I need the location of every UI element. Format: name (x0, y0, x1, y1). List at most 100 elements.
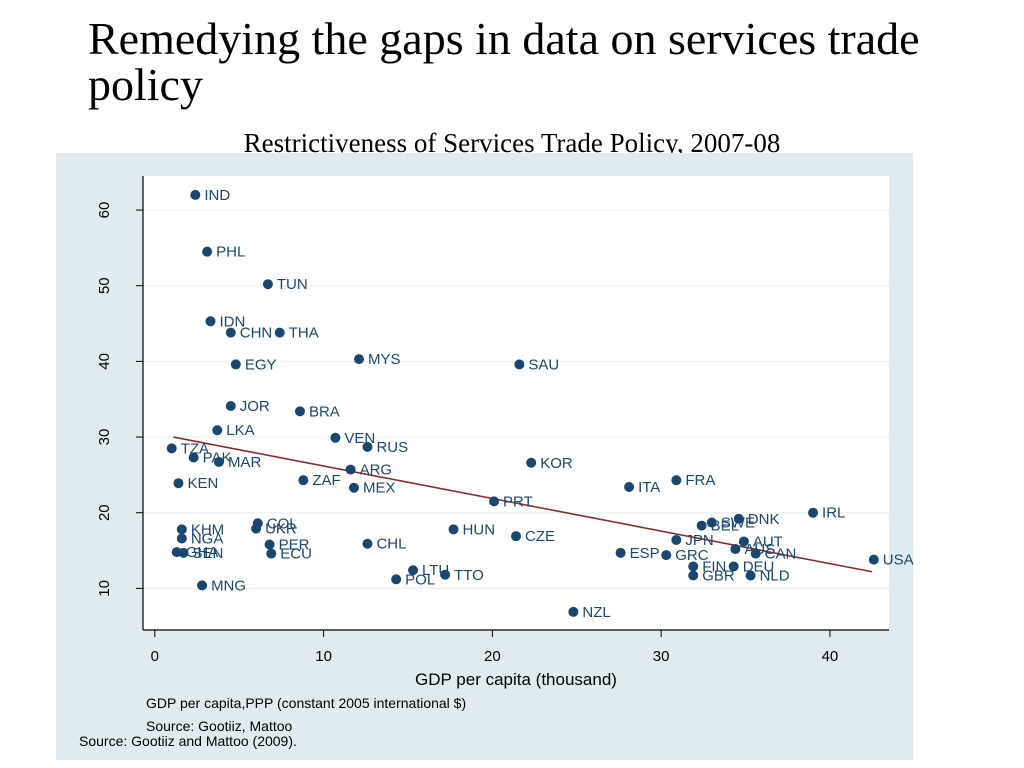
y-tick-label: 40 (96, 353, 113, 370)
point-label-egy: EGY (245, 356, 277, 373)
point-label-swe: SWE (721, 515, 755, 532)
data-point-pol (391, 574, 402, 585)
data-point-ltu (408, 565, 419, 576)
point-label-chn: CHN (240, 325, 273, 342)
point-label-jor: JOR (240, 398, 270, 415)
point-label-nzl: NZL (582, 604, 610, 621)
data-point-mng (197, 580, 208, 591)
point-label-per: PER (279, 536, 310, 553)
point-label-sen: SEN (193, 545, 224, 562)
data-point-fra (671, 475, 682, 486)
point-label-can: CAN (765, 546, 797, 563)
x-tick-label: 10 (315, 648, 332, 665)
data-point-nld (745, 570, 756, 581)
x-tick-label: 40 (822, 648, 839, 665)
data-point-arg (345, 464, 356, 475)
point-label-tto: TTO (454, 567, 484, 584)
point-label-irl: IRL (822, 505, 845, 522)
data-point-esp (615, 547, 626, 558)
data-point-zaf (298, 475, 309, 486)
data-point-cze (511, 531, 521, 542)
data-point-chn (225, 327, 236, 338)
point-label-usa: USA (883, 552, 914, 569)
axes: 10 20 30 40 50 60 0 10 20 30 40 (96, 176, 889, 665)
point-label-bel: BEL (711, 518, 739, 535)
data-point-mex (348, 482, 359, 493)
data-point-per (264, 539, 275, 550)
point-label-col: COL (267, 515, 298, 532)
data-point-khm (176, 524, 187, 535)
data-point-chl (362, 538, 373, 549)
point-label-jpn: JPN (685, 532, 713, 549)
point-label-gbr: GBR (702, 568, 735, 585)
data-point-pak (188, 452, 199, 463)
point-label-idn: IDN (220, 313, 246, 330)
point-label-kor: KOR (540, 455, 573, 472)
point-label-mng: MNG (211, 577, 246, 594)
point-label-gha: GHA (186, 544, 219, 561)
data-point-tza (166, 443, 177, 454)
x-tick-label: 0 (151, 648, 159, 665)
point-label-grc: GRC (675, 547, 709, 564)
data-point-aut (738, 536, 749, 547)
x-tick-label: 30 (653, 648, 670, 665)
point-label-nld: NLD (760, 568, 790, 585)
y-tick-label: 30 (96, 429, 113, 446)
grid-lines (143, 209, 889, 589)
data-point-gbr (688, 570, 699, 581)
data-point-ven (330, 432, 341, 443)
point-label-bra: BRA (309, 403, 340, 420)
data-point-can (750, 548, 761, 559)
data-point-tun (262, 279, 273, 290)
point-label-phl: PHL (216, 244, 245, 261)
point-label-ken: KEN (187, 475, 218, 492)
y-tick-label: 20 (96, 504, 113, 521)
data-point-ecu (266, 548, 277, 559)
point-label-sau: SAU (528, 356, 559, 373)
source-note: Source: Gootiiz and Mattoo (2009). (79, 733, 297, 749)
data-point-mys (354, 354, 365, 365)
data-point-kor (526, 457, 537, 468)
data-point-egy (230, 359, 241, 370)
data-point-deu (728, 561, 739, 572)
data-point-irl (808, 507, 819, 518)
x-tick-label: 20 (484, 648, 501, 665)
data-point-usa (868, 554, 879, 565)
source-short: Source: Gootiiz, Mattoo (146, 718, 293, 734)
gdp-note: GDP per capita,PPP (constant 2005 intern… (146, 695, 467, 711)
data-point-ukr (251, 523, 262, 534)
data-point-phl (202, 246, 213, 257)
point-label-dnk: DNK (748, 511, 780, 528)
data-point-bra (294, 406, 305, 417)
point-label-tza: TZA (181, 440, 209, 457)
point-label-nga: NGA (191, 530, 224, 547)
data-point-dnk (733, 513, 744, 524)
x-axis-label: GDP per capita (thousand) (415, 670, 617, 689)
point-label-zaf: ZAF (312, 472, 340, 489)
data-point-ind (190, 189, 201, 200)
point-label-rus: RUS (376, 439, 408, 456)
point-label-prt: PRT (503, 493, 533, 510)
data-point-jpn (671, 534, 682, 545)
point-label-fra: FRA (685, 472, 715, 489)
point-label-chl: CHL (376, 536, 406, 553)
point-label-aut: AUT (753, 533, 783, 550)
data-point-ita (624, 481, 635, 492)
data-point-tha (274, 327, 285, 338)
data-point-prt (489, 496, 500, 507)
y-tick-label: 10 (96, 580, 113, 597)
point-label-mex: MEX (363, 480, 396, 497)
slide-title: Remedying the gaps in data on services t… (88, 16, 1018, 108)
data-point-fin (688, 561, 699, 572)
y-tick-label: 60 (96, 202, 113, 219)
data-point-rus (362, 441, 373, 452)
data-point-lka (212, 425, 223, 436)
point-label-ind: IND (204, 187, 230, 204)
point-label-cze: CZE (525, 528, 555, 545)
data-point-ken (173, 478, 184, 489)
point-label-mys: MYS (368, 351, 401, 368)
y-tick-label: 50 (96, 277, 113, 294)
data-point-aus (730, 544, 741, 555)
